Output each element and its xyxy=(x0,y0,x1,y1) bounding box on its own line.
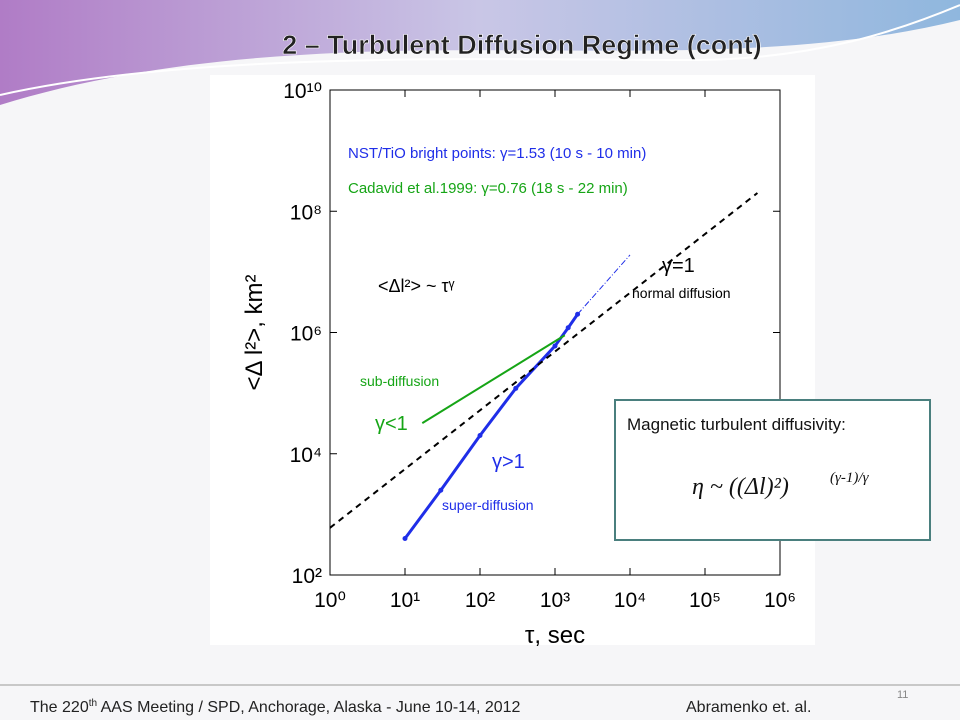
legend-entry: Cadavid et al.1999: γ=0.76 (18 s - 22 mi… xyxy=(348,180,628,197)
annotation: <Δl²> ~ τᵞ xyxy=(378,276,455,296)
footer-post: AAS Meeting / SPD, Anchorage, Alaska - J… xyxy=(97,699,520,716)
data-point xyxy=(565,325,571,331)
y-tick-label: 10⁶ xyxy=(290,323,322,346)
formula-exponent: (γ-1)/γ xyxy=(830,470,870,486)
header-wave xyxy=(0,0,960,105)
x-tick-label: 10³ xyxy=(540,589,570,612)
x-tick-label: 10¹ xyxy=(390,589,420,612)
y-tick-label: 10¹⁰ xyxy=(283,80,322,103)
y-tick-label: 10⁸ xyxy=(290,201,322,224)
annotation: normal diffusion xyxy=(632,285,731,301)
x-tick-label: 10⁶ xyxy=(764,589,796,612)
data-point xyxy=(477,433,483,439)
legend-entry: NST/TiO bright points: γ=1.53 (10 s - 10… xyxy=(348,145,646,162)
annotation: γ=1 xyxy=(662,255,695,277)
footer-pre: The 220 xyxy=(30,699,89,716)
slide-title: 2 – Turbulent Diffusion Regime (cont) xyxy=(282,30,762,60)
annotation: sub-diffusion xyxy=(360,373,439,389)
box-title: Magnetic turbulent diffusivity: xyxy=(627,415,846,434)
x-tick-label: 10⁰ xyxy=(314,589,346,612)
text-box xyxy=(614,399,931,541)
x-tick-label: 10⁴ xyxy=(614,589,646,612)
data-point xyxy=(552,343,558,349)
header-line xyxy=(0,4,960,96)
x-axis-label: τ, sec xyxy=(525,622,585,649)
footer-author: Abramenko et. al. xyxy=(686,699,811,716)
x-tick-label: 10⁵ xyxy=(689,589,721,612)
data-point xyxy=(513,385,519,391)
page-number: 11 xyxy=(897,689,908,701)
annotation: super-diffusion xyxy=(442,497,534,513)
data-point xyxy=(438,487,444,493)
y-tick-label: 10² xyxy=(292,565,322,588)
y-axis-label: <Δ l²>, km² xyxy=(241,274,268,390)
chart: 10⁰ 10¹ 10² 10³ 10⁴ 10⁵ 10⁶ 10² 10⁴ 10⁶ 10⁸ 10¹⁰ τ, … xyxy=(241,80,796,649)
footer-text: The 220th AAS Meeting / SPD, Anchorage, … xyxy=(30,698,521,716)
series-line xyxy=(421,334,566,424)
series-line xyxy=(577,254,631,315)
plot-background xyxy=(210,75,815,645)
y-tick-label: 10⁴ xyxy=(290,444,322,467)
footer-sup: th xyxy=(89,698,97,709)
annotation: γ>1 xyxy=(492,451,525,473)
data-point xyxy=(402,536,408,542)
series-line xyxy=(329,192,759,529)
x-tick-label: 10² xyxy=(465,589,495,612)
annotation: γ<1 xyxy=(375,413,408,435)
formula: η ~ ((Δl)²) xyxy=(692,474,789,500)
